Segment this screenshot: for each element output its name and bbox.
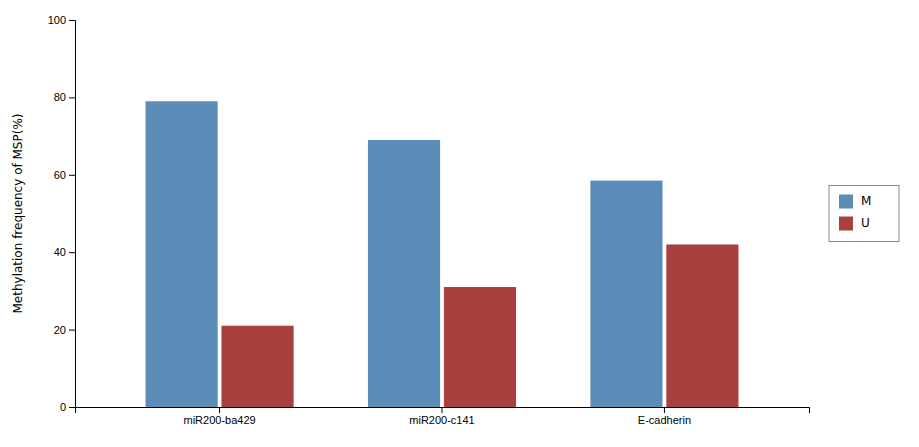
legend-label: M (861, 194, 871, 208)
tick-label: E-cadherin (638, 414, 691, 426)
legend: MU (829, 186, 899, 242)
y-axis-title: Methylation frequency of MSP(%) (11, 114, 25, 314)
bars (146, 101, 739, 407)
tick-label: miR200-ba429 (183, 414, 255, 426)
legend-frame (829, 186, 899, 242)
chart: 0 20 40 60 80 100 miR200-ba429 miR200-c141 E-cad… (0, 0, 919, 447)
tick-mark (69, 20, 75, 21)
tick-label: miR200-c141 (409, 414, 474, 426)
tick-label: 20 (54, 324, 66, 336)
tick-label: 80 (54, 91, 66, 103)
tick-mark (442, 407, 443, 413)
tick-label: 40 (54, 246, 66, 258)
tick-mark (219, 407, 220, 413)
y-tick: 40 (54, 246, 75, 258)
tick-mark (69, 97, 75, 98)
y-axis: 0 20 40 60 80 100 (48, 14, 76, 413)
bar (444, 287, 516, 407)
legend-swatch (839, 217, 853, 231)
legend-item: M (839, 194, 871, 209)
legend-item: U (839, 216, 870, 231)
y-tick: 100 (48, 14, 75, 26)
y-tick: 60 (54, 169, 75, 181)
plot: 0 20 40 60 80 100 miR200-ba429 miR200-c141 E-cad… (48, 14, 810, 426)
tick-label: 100 (48, 14, 66, 26)
bar (146, 101, 218, 407)
y-tick: 80 (54, 91, 75, 103)
tick-mark (69, 252, 75, 253)
bar-series (146, 101, 663, 407)
bar (590, 181, 662, 407)
tick-label: 60 (54, 169, 66, 181)
axis-line (76, 408, 810, 414)
bar (368, 140, 440, 407)
x-tick: miR200-c141 (409, 407, 474, 426)
x-tick: miR200-ba429 (183, 407, 255, 426)
legend-swatch (839, 195, 853, 209)
tick-mark (69, 330, 75, 331)
tick-mark (69, 175, 75, 176)
bar (221, 326, 293, 407)
y-tick: 0 (60, 401, 75, 413)
bar-series (221, 244, 738, 407)
axis-line (69, 21, 76, 408)
tick-mark (69, 407, 75, 408)
legend-label: U (861, 216, 870, 230)
y-tick: 20 (54, 324, 75, 336)
bar (666, 244, 738, 407)
x-tick: E-cadherin (638, 407, 691, 426)
x-axis: miR200-ba429 miR200-c141 E-cadherin (76, 407, 810, 426)
tick-label: 0 (60, 401, 66, 413)
tick-mark (664, 407, 665, 413)
